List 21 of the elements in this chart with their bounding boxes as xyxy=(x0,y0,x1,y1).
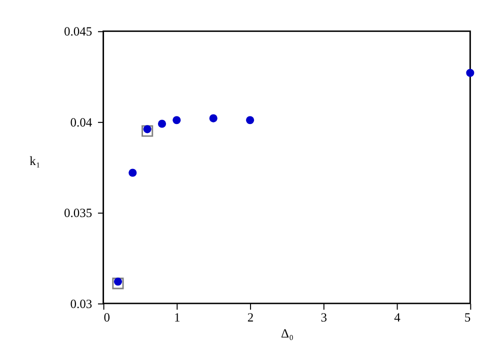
y-tick-label: 0.04 xyxy=(70,115,93,130)
point xyxy=(158,120,166,128)
x-tick-label: 1 xyxy=(174,310,180,324)
x-tick-label: 5 xyxy=(464,310,471,324)
y-tick-label: 0.03 xyxy=(70,296,92,311)
x-axis-title: Δ₀ xyxy=(280,326,294,341)
point xyxy=(209,114,218,122)
x-tick-label: 0 xyxy=(104,310,110,324)
point xyxy=(142,125,154,137)
point xyxy=(112,278,124,290)
y-axis-title: k₁ xyxy=(30,154,40,168)
y-tick-label: 0.045 xyxy=(64,24,92,39)
point xyxy=(466,68,474,77)
point xyxy=(114,278,122,286)
y-tick-label: 0.035 xyxy=(64,206,92,220)
point xyxy=(128,168,137,177)
x-tick-label: 3 xyxy=(320,310,328,324)
point xyxy=(246,116,254,124)
x-tick-label: 2 xyxy=(247,310,254,324)
x-tick-label: 4 xyxy=(394,310,402,324)
point xyxy=(172,116,181,124)
